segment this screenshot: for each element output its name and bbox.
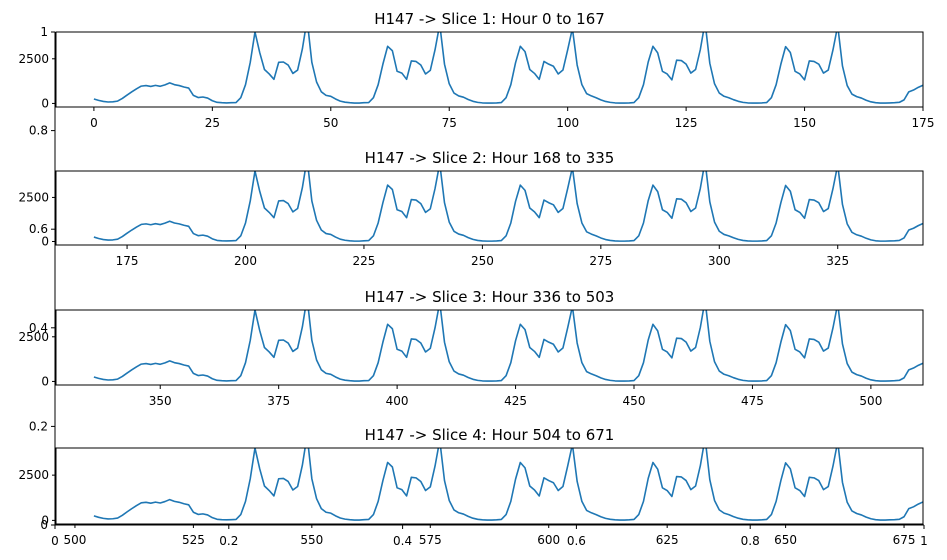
plot-area [56, 171, 923, 245]
subplot-4: H147 -> Slice 4: Hour 504 to 671 500 525 55… [18, 426, 924, 547]
x-tick-label: 525 [182, 533, 205, 547]
axes-frame [55, 31, 924, 108]
plot-area [56, 310, 923, 385]
y-tick-label: 2500 [18, 190, 49, 204]
y-tick-label: 0 [41, 513, 49, 527]
y-tick-label: 0 [41, 96, 49, 110]
x-tick-label: 375 [267, 394, 290, 408]
x-tick-label: 600 [537, 533, 560, 547]
y-tick-label: 2500 [18, 468, 49, 482]
ghost-y-tick-label: 0 [40, 518, 48, 532]
series-line [93, 171, 923, 242]
plot-area [56, 32, 923, 107]
x-tick-label: 250 [471, 254, 494, 268]
x-tick-label: 550 [300, 533, 323, 547]
ghost-y-tick-label: 0.6 [29, 222, 48, 236]
x-tick-label: 125 [675, 116, 698, 130]
x-tick-label: 200 [234, 254, 257, 268]
x-tick-label: 275 [589, 254, 612, 268]
series-line [93, 448, 923, 521]
ghost-x-tick-label: 0 [51, 534, 59, 548]
axes-frame [55, 170, 924, 246]
x-tick-label: 675 [893, 533, 916, 547]
x-tick-label: 350 [149, 394, 172, 408]
ghost-x-tick-label: 1 [920, 534, 928, 548]
ghost-y-tick-label: 1 [40, 25, 48, 39]
x-tick-label: 25 [205, 116, 220, 130]
plot-area [56, 448, 923, 524]
x-tick-label: 575 [419, 533, 442, 547]
x-tick-label: 325 [826, 254, 849, 268]
x-tick-label: 50 [323, 116, 338, 130]
y-tick-label: 0 [41, 234, 49, 248]
ghost-x-tick-label: 0.2 [219, 534, 238, 548]
x-tick-label: 625 [656, 533, 679, 547]
ghost-x-tick-label: 0.4 [393, 534, 412, 548]
subplot-3: H147 -> Slice 3: Hour 336 to 503 350 375 40… [18, 288, 924, 408]
x-tick-label: 75 [442, 116, 457, 130]
y-tick-label: 0 [41, 374, 49, 388]
subplot-title: H147 -> Slice 2: Hour 168 to 335 [365, 149, 615, 167]
series-line [93, 310, 923, 382]
subplot-2: H147 -> Slice 2: Hour 168 to 335 175 200 22… [18, 149, 924, 268]
x-tick-label: 0 [90, 116, 98, 130]
x-tick-label: 500 [63, 533, 86, 547]
x-tick-label: 300 [708, 254, 731, 268]
ghost-x-tick-label: 0.6 [567, 534, 586, 548]
x-tick-label: 400 [386, 394, 409, 408]
x-tick-label: 175 [912, 116, 935, 130]
ghost-y-tick-label: 0.2 [29, 419, 48, 433]
y-tick-label: 2500 [18, 52, 49, 66]
x-tick-label: 175 [116, 254, 139, 268]
subplot-1: H147 -> Slice 1: Hour 0 to 167 0 25 50 75 100… [18, 10, 935, 130]
x-tick-label: 150 [793, 116, 816, 130]
x-tick-label: 425 [504, 394, 527, 408]
x-tick-label: 225 [352, 254, 375, 268]
subplot-title: H147 -> Slice 4: Hour 504 to 671 [365, 426, 615, 444]
x-tick-label: 500 [859, 394, 882, 408]
axes-frame [55, 309, 924, 386]
axes-frame [55, 447, 924, 525]
subplot-title: H147 -> Slice 3: Hour 336 to 503 [365, 288, 615, 306]
ghost-x-tick-label: 0.8 [741, 534, 760, 548]
x-tick-label: 475 [741, 394, 764, 408]
x-tick-label: 100 [556, 116, 579, 130]
series-line [93, 32, 923, 104]
ghost-axis: 0 0.2 0.4 0.6 0.8 1 0 0.2 0.4 0.6 0.8 1 [29, 25, 928, 548]
x-tick-label: 650 [774, 533, 797, 547]
y-tick-label: 2500 [18, 330, 49, 344]
subplot-title: H147 -> Slice 1: Hour 0 to 167 [374, 10, 605, 28]
ghost-y-tick-label: 0.8 [29, 124, 48, 138]
ghost-y-tick-label: 0.4 [29, 321, 48, 335]
x-tick-label: 450 [623, 394, 646, 408]
